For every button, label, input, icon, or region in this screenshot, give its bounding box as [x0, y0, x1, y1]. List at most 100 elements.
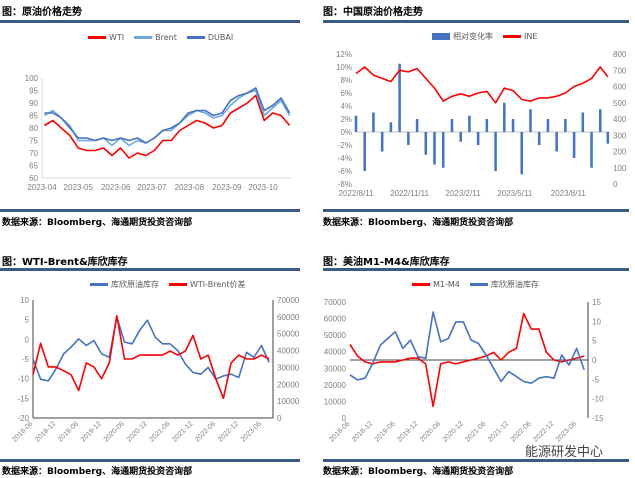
- legend-label: M1-M4: [433, 280, 460, 289]
- y-tick-label-left: 0%: [340, 128, 352, 137]
- bar-相对变化率: [372, 112, 375, 132]
- y-tick-label-right: 10: [592, 317, 601, 326]
- y-tick-label-right: 15: [592, 298, 601, 307]
- bar-相对变化率: [606, 132, 610, 144]
- x-tick-label: 2021-12: [171, 420, 194, 443]
- y-tick-label-right: 50000: [277, 330, 300, 339]
- y-tick-label-left: 20000: [324, 381, 347, 390]
- x-tick-label: 2023-06: [240, 420, 263, 443]
- series-line-M1-M4: [349, 312, 585, 408]
- bar-相对变化率: [537, 132, 541, 145]
- series-line-INE: [355, 66, 609, 104]
- y-tick-label-right: 20000: [277, 380, 300, 389]
- bar-相对变化率: [599, 109, 602, 132]
- legend-item-spread: WTI-Brent价差: [169, 279, 246, 290]
- x-tick-label: 2023/2/11: [446, 189, 482, 198]
- x-tick-label: 2021-06: [148, 420, 171, 443]
- y-tick-label-left: -4%: [338, 154, 352, 163]
- y-tick-label-left: 0: [342, 414, 347, 423]
- bar-相对变化率: [485, 119, 489, 132]
- x-tick-label: 2018-06: [11, 420, 34, 443]
- x-tick-label: 2018-06: [328, 420, 351, 443]
- bar-相对变化率: [546, 119, 550, 132]
- legend-label: 库欣原油库存: [111, 280, 159, 289]
- y-tick-label-left: 40000: [324, 348, 347, 357]
- legend-label: 库欣原油库存: [490, 280, 539, 289]
- legend-label: Brent: [155, 33, 177, 42]
- x-tick-label: 2022/8/11: [339, 189, 375, 198]
- bar-相对变化率: [433, 132, 436, 165]
- legend: WTI Brent DUBAI: [88, 33, 233, 42]
- y-tick-label-left: -6%: [338, 167, 352, 176]
- y-tick-label-left: 65: [29, 162, 38, 171]
- y-tick-label-left: -2%: [338, 141, 352, 150]
- y-tick-label-right: 10000: [277, 397, 300, 406]
- legend-item-m1-m4: M1-M4: [412, 280, 460, 289]
- y-tick-label-left: 30000: [324, 364, 347, 373]
- y-tick-label-left: 60: [29, 174, 38, 183]
- bar-相对变化率: [398, 63, 401, 132]
- y-tick-label-left: 8%: [340, 76, 352, 85]
- legend-label: DUBAI: [207, 33, 234, 42]
- bar-相对变化率: [564, 119, 567, 132]
- bar-相对变化率: [380, 132, 384, 152]
- chart-title-wti-brent: 图：WTI-Brent&库欣库存: [2, 257, 128, 268]
- y-tick-label-right: 500: [613, 99, 627, 108]
- bar-相对变化率: [450, 119, 454, 132]
- y-tick-label-right: -5: [592, 375, 600, 384]
- y-tick-label-left: 70000: [324, 298, 347, 307]
- series-line-库欣原油库存: [32, 316, 270, 382]
- divider: [0, 459, 300, 462]
- y-tick-label-right: 300: [613, 131, 627, 140]
- x-tick-label: 2023/8/11: [551, 189, 587, 198]
- bar-相对变化率: [555, 132, 558, 152]
- bar-相对变化率: [581, 112, 585, 132]
- y-tick-label-right: 0: [592, 356, 597, 365]
- legend-item-cushing: 库欣原油库存: [469, 279, 539, 290]
- source-note: 数据来源：Bloomberg、海通期货投资咨询部: [323, 218, 514, 228]
- divider: [0, 20, 300, 23]
- x-tick-label: 2021-12: [487, 420, 510, 443]
- y-tick-label-left: -15: [17, 394, 29, 403]
- bar-相对变化率: [363, 132, 366, 171]
- x-tick-label: 2023-10: [248, 183, 278, 192]
- y-tick-label-left: 5: [25, 316, 30, 325]
- bar-相对变化率: [424, 132, 428, 155]
- x-tick-label: 2022-12: [532, 420, 555, 443]
- y-tick-label-right: 60000: [277, 313, 300, 322]
- y-tick-label-right: -15: [592, 414, 604, 423]
- divider: [0, 209, 300, 212]
- bar-相对变化率: [415, 119, 419, 132]
- chart-1: -8% -6% -4% -2% 0% 2% 4% 6% 8% 10% 12% 0 100 200 300 40…: [336, 50, 627, 198]
- y-tick-label-left: 70: [29, 149, 38, 158]
- source-note: 数据来源：Bloomberg、海通期货投资咨询部: [2, 218, 193, 228]
- divider: [323, 268, 629, 271]
- y-tick-label-left: 10: [20, 296, 29, 305]
- bar-相对变化率: [468, 115, 471, 132]
- bar-相对变化率: [389, 122, 393, 132]
- bar-相对变化率: [441, 132, 445, 168]
- legend-item-brent: Brent: [134, 33, 177, 42]
- x-tick-label: 2023/5/11: [497, 189, 533, 198]
- x-tick-label: 2023-07: [137, 183, 167, 192]
- x-tick-label: 2023-08: [175, 183, 205, 192]
- y-tick-label-left: -5: [22, 355, 30, 364]
- x-tick-label: 2020-06: [419, 420, 442, 443]
- x-tick-label: 2020-06: [103, 420, 126, 443]
- y-tick-label-left: -10: [17, 375, 29, 384]
- chart-2: -20 -15 -10 -5 0 5 10 0 10000 20000 30000 40000 5000…: [11, 296, 300, 444]
- y-tick-label-right: 800: [613, 50, 627, 59]
- y-tick-label-right: 30000: [277, 363, 300, 372]
- bar-相对变化率: [520, 132, 524, 175]
- source-note: 数据来源：Bloomberg、海通期货投资咨询部: [2, 467, 193, 477]
- x-tick-label: 2022/11/11: [390, 189, 429, 198]
- legend-swatch: [503, 35, 521, 38]
- y-tick-label-right: 0: [277, 414, 282, 423]
- x-tick-label: 2023-06: [101, 183, 131, 192]
- x-tick-label: 2019-12: [80, 420, 103, 443]
- y-tick-label-left: 95: [29, 87, 38, 96]
- legend-swatch: [134, 36, 153, 39]
- legend-item-change-rate: 相对变化率: [432, 31, 493, 42]
